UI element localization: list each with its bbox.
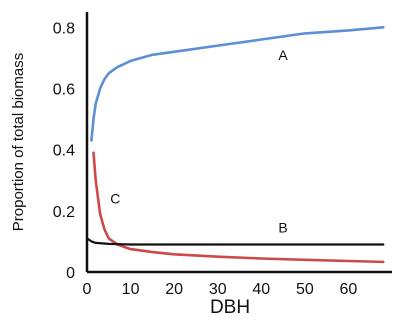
x-tick-label: 30 <box>209 281 227 298</box>
series-layer <box>85 26 385 264</box>
curve-label-b: B <box>278 220 287 236</box>
x-tick-label: 60 <box>340 281 358 298</box>
y-tick-label: 0.6 <box>53 81 75 98</box>
x-tick-label: 10 <box>122 281 140 298</box>
x-tick-label: 40 <box>252 281 270 298</box>
curve-label-c: C <box>110 191 120 207</box>
y-axis-title: Proportion of total biomass <box>10 53 27 231</box>
y-tick-label: 0.4 <box>53 143 75 160</box>
x-tick-label: 0 <box>83 281 92 298</box>
x-tick-label: 20 <box>165 281 183 298</box>
y-tick-label: 0.8 <box>53 20 75 37</box>
series-line-c <box>92 151 385 264</box>
x-tick-label: 50 <box>296 281 314 298</box>
y-tick-label: 0 <box>66 265 75 282</box>
y-tick-label: 0.2 <box>53 204 75 221</box>
curve-label-a: A <box>278 47 288 63</box>
series-line-b <box>85 237 385 246</box>
series-line-a <box>90 26 385 142</box>
tick-labels-layer: 0 0.2 0.4 0.6 0.8 0 10 20 30 40 50 60 <box>53 20 358 298</box>
axes-layer <box>85 12 392 274</box>
x-axis-title: DBH <box>210 297 250 318</box>
curve-labels-layer: A C B <box>110 47 288 236</box>
